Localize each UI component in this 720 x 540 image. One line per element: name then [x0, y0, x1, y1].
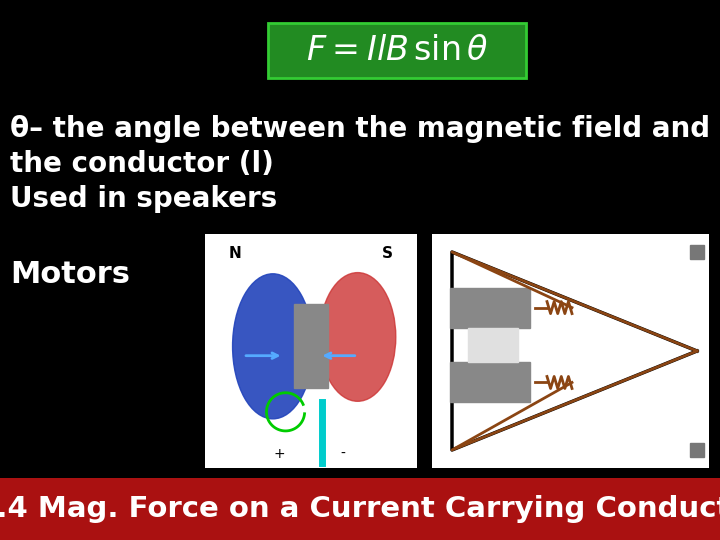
Text: S: S: [382, 246, 392, 261]
Text: N: N: [229, 246, 241, 261]
Bar: [468, 328, 518, 362]
Bar: [205, 234, 417, 468]
Text: Motors: Motors: [10, 260, 130, 289]
Ellipse shape: [320, 273, 396, 401]
Text: Used in speakers: Used in speakers: [10, 185, 277, 213]
Text: the conductor (l): the conductor (l): [10, 150, 274, 178]
Bar: [450, 362, 530, 402]
Bar: [432, 234, 709, 468]
Bar: [690, 245, 704, 259]
Bar: [0, 478, 720, 540]
Text: $F = IlB\,\sin\theta$: $F = IlB\,\sin\theta$: [306, 35, 488, 66]
Text: +: +: [274, 447, 285, 461]
Text: θ– the angle between the magnetic field and: θ– the angle between the magnetic field …: [10, 115, 710, 143]
Text: -: -: [341, 447, 345, 461]
Bar: [294, 304, 328, 388]
Bar: [268, 23, 526, 78]
Ellipse shape: [233, 274, 313, 419]
Text: 12.4 Mag. Force on a Current Carrying Conductor: 12.4 Mag. Force on a Current Carrying Co…: [0, 495, 720, 523]
Bar: [690, 443, 704, 457]
Bar: [450, 288, 530, 328]
